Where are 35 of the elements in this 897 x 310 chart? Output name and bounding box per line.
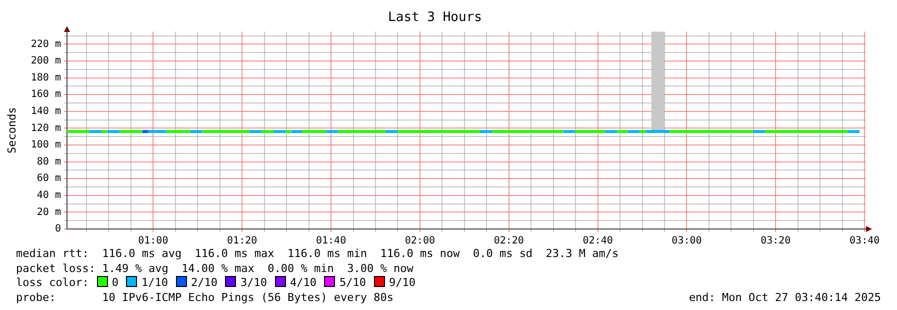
y-tick-label: 120 m [30,122,61,134]
x-tick-label: 01:00 [138,236,168,247]
y-tick-label: 20 m [36,206,61,218]
legend-label: 9/10 [388,276,416,289]
x-tick-label: 02:00 [404,236,435,247]
x-tick-label: 03:00 [672,236,702,247]
text: probe: 10 IPv6-ICMP Echo Pings (56 Bytes) every 80s [16,290,394,304]
y-tick-label: 0 [54,224,61,235]
y-tick-label: 60 m [36,173,61,184]
x-tick-label: 03:40 [850,236,880,247]
y-axis-title: Seconds [5,107,18,154]
x-tick-label: 03:20 [760,236,791,247]
y-tick-label: 80 m [36,156,61,168]
text: end: Mon Oct 27 03:40:14 2025 [688,290,881,304]
y-tick-label: 40 m [36,190,61,201]
y-tick-label: 200 m [30,56,61,67]
y-tick-label: 140 m [30,106,61,117]
legend-label: 1/10 [141,276,168,289]
x-tick-label: 01:40 [316,236,346,247]
y-tick-label: 100 m [30,140,61,151]
x-tick-label: 01:20 [227,236,258,247]
legend-label: 2/10 [190,276,218,289]
x-tick-label: 02:40 [582,236,613,247]
chart-title: Last 3 Hours [388,10,482,26]
legend-label: 3/10 [240,276,267,289]
y-tick-label: 220 m [30,38,61,50]
legend-title: loss color: [16,276,89,289]
y-tick-label: 180 m [30,72,61,84]
y-tick-label: 160 m [30,89,61,100]
legend-label: 4/10 [290,276,316,289]
text: packet loss: 1.49 % avg 14.00 % max 0.00 % min 3.00 % now [16,262,414,276]
legend-label: 5/10 [339,276,366,289]
text: median rtt: 116.0 ms avg 116.0 ms max 116.0 ms min 116.0 ms now 0.0 ms sd 23.3 M am/s [16,247,619,261]
x-tick-label: 02:20 [494,236,524,247]
legend-label: 0 [112,276,118,289]
